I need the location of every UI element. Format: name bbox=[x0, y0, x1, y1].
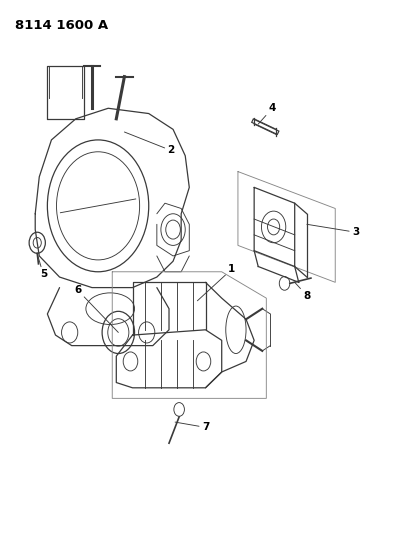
Text: 4: 4 bbox=[258, 103, 276, 124]
Text: 2: 2 bbox=[125, 132, 175, 156]
Text: 6: 6 bbox=[74, 285, 118, 333]
Text: 5: 5 bbox=[37, 254, 47, 279]
Text: 8: 8 bbox=[295, 282, 310, 301]
Text: 7: 7 bbox=[175, 422, 209, 432]
Text: 1: 1 bbox=[197, 264, 236, 301]
Text: 3: 3 bbox=[307, 224, 359, 237]
Text: 8114 1600 A: 8114 1600 A bbox=[15, 19, 108, 31]
